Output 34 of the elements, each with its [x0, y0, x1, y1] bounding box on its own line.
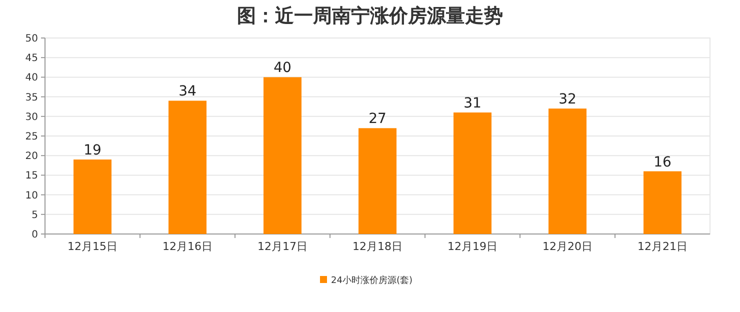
bar	[74, 160, 112, 234]
y-tick-label: 45	[25, 53, 38, 64]
data-label: 27	[368, 111, 386, 128]
y-tick-label: 15	[25, 170, 38, 182]
y-tick-label: 50	[25, 34, 38, 44]
y-tick-label: 0	[32, 230, 38, 240]
x-tick-label: 12月16日	[162, 240, 212, 253]
x-tick-label: 12月20日	[542, 240, 592, 253]
y-tick-label: 10	[25, 190, 38, 202]
bar	[264, 77, 302, 234]
bar	[358, 128, 396, 234]
x-tick-label: 12月19日	[448, 240, 498, 253]
legend-label: 24小时涨价房源(套)	[331, 275, 412, 286]
x-tick-label: 12月18日	[352, 240, 402, 253]
bar	[168, 100, 206, 234]
bar	[548, 108, 586, 234]
y-tick-label: 25	[25, 132, 38, 142]
bar	[454, 112, 492, 234]
y-tick-label: 5	[32, 210, 38, 221]
x-tick-label: 12月21日	[638, 240, 688, 253]
data-label: 31	[464, 95, 482, 112]
y-tick-label: 35	[25, 92, 38, 104]
chart-title: 图：近一周南宁涨价房源量走势	[237, 5, 503, 27]
data-label: 16	[654, 154, 672, 170]
x-tick-label: 12月15日	[68, 240, 118, 253]
data-label: 32	[558, 92, 576, 108]
bar	[644, 171, 682, 234]
x-tick-label: 12月17日	[258, 240, 308, 253]
y-tick-label: 30	[25, 112, 38, 123]
y-tick-label: 40	[25, 72, 38, 84]
data-label: 40	[274, 60, 292, 76]
data-label: 34	[178, 84, 196, 100]
data-label: 19	[84, 142, 102, 159]
y-tick-label: 20	[25, 151, 38, 162]
